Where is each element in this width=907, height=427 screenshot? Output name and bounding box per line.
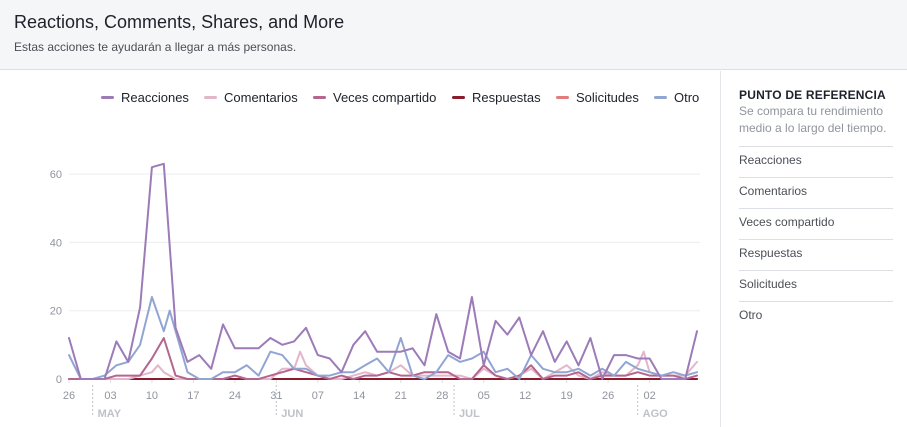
y-tick-label: 40: [50, 237, 62, 249]
chart-legend: Reacciones Comentarios Veces compartido …: [0, 88, 705, 106]
legend-item-veces-compartido[interactable]: Veces compartido: [313, 88, 436, 106]
x-tick-label: 10: [146, 390, 158, 402]
x-month-label: AGO: [643, 408, 669, 420]
legend-item-respuestas[interactable]: Respuestas: [452, 88, 541, 106]
benchmark-item-solicitudes[interactable]: Solicitudes: [739, 270, 893, 301]
legend-label-otro: Otro: [674, 89, 700, 105]
chart-area: 0 20 40 60 26 03 10 17 24 31 07 14 21 28 05 12 19 26 02 MAY…: [0, 71, 720, 427]
card-header: Reactions, Comments, Shares, and More Es…: [0, 0, 907, 70]
legend-item-comentarios[interactable]: Comentarios: [204, 88, 298, 106]
legend-label-respuestas: Respuestas: [472, 89, 541, 105]
line-chart: 0 20 40 60 26 03 10 17 24 31 07 14 21 28 05 12 19 26 02 MAY…: [50, 162, 700, 420]
benchmark-panel: PUNTO DE REFERENCIA Se compara tu rendim…: [739, 88, 893, 332]
legend-swatch-respuestas: [452, 95, 465, 99]
benchmark-item-comentarios[interactable]: Comentarios: [739, 177, 893, 208]
legend-label-comentarios: Comentarios: [224, 89, 298, 105]
legend-item-otro[interactable]: Otro: [654, 88, 699, 106]
panel-divider: [720, 71, 721, 427]
y-tick-label: 60: [50, 169, 62, 181]
x-tick-label: 26: [63, 390, 75, 402]
x-tick-label: 07: [312, 390, 324, 402]
benchmark-list: Reacciones Comentarios Veces compartido …: [739, 146, 893, 332]
x-tick-label: 19: [561, 390, 573, 402]
benchmark-item-veces-compartido[interactable]: Veces compartido: [739, 208, 893, 239]
x-tick-label: 26: [602, 390, 614, 402]
benchmark-item-reacciones[interactable]: Reacciones: [739, 146, 893, 177]
legend-swatch-solicitudes: [556, 95, 569, 99]
legend-item-reacciones[interactable]: Reacciones: [101, 88, 189, 106]
x-month-label: MAY: [98, 408, 122, 420]
legend-label-reacciones: Reacciones: [121, 89, 189, 105]
benchmark-item-respuestas[interactable]: Respuestas: [739, 239, 893, 270]
x-tick-label: 12: [519, 390, 531, 402]
legend-swatch-otro: [654, 95, 667, 99]
x-tick-label: 03: [104, 390, 116, 402]
x-tick-label: 31: [270, 390, 282, 402]
benchmark-description: Se compara tu rendimiento medio a lo lar…: [739, 104, 887, 135]
legend-label-veces-compartido: Veces compartido: [333, 89, 437, 105]
benchmark-title: PUNTO DE REFERENCIA: [739, 88, 886, 102]
series-line-otro: [68, 296, 698, 380]
card-title: Reactions, Comments, Shares, and More: [14, 12, 345, 32]
legend-swatch-veces-compartido: [313, 95, 326, 99]
benchmark-item-otro[interactable]: Otro: [739, 301, 893, 332]
x-month-label: JUL: [459, 408, 480, 420]
x-tick-label: 02: [643, 390, 655, 402]
legend-swatch-comentarios: [204, 95, 217, 99]
y-tick-label: 0: [56, 374, 62, 386]
series-line-veces-compartido: [68, 337, 698, 380]
x-month-label: JUN: [281, 408, 303, 420]
legend-swatch-reacciones: [101, 95, 114, 99]
x-tick-label: 28: [436, 390, 448, 402]
y-tick-label: 20: [50, 306, 62, 318]
series-line-reacciones: [68, 162, 698, 380]
x-tick-label: 14: [353, 390, 365, 402]
x-tick-label: 17: [187, 390, 199, 402]
x-tick-label: 05: [478, 390, 490, 402]
x-tick-label: 24: [229, 390, 241, 402]
x-tick-label: 21: [395, 390, 407, 402]
legend-label-solicitudes: Solicitudes: [576, 89, 639, 105]
card-subtitle: Estas acciones te ayudarán a llegar a má…: [14, 40, 297, 54]
legend-item-solicitudes[interactable]: Solicitudes: [556, 88, 639, 106]
